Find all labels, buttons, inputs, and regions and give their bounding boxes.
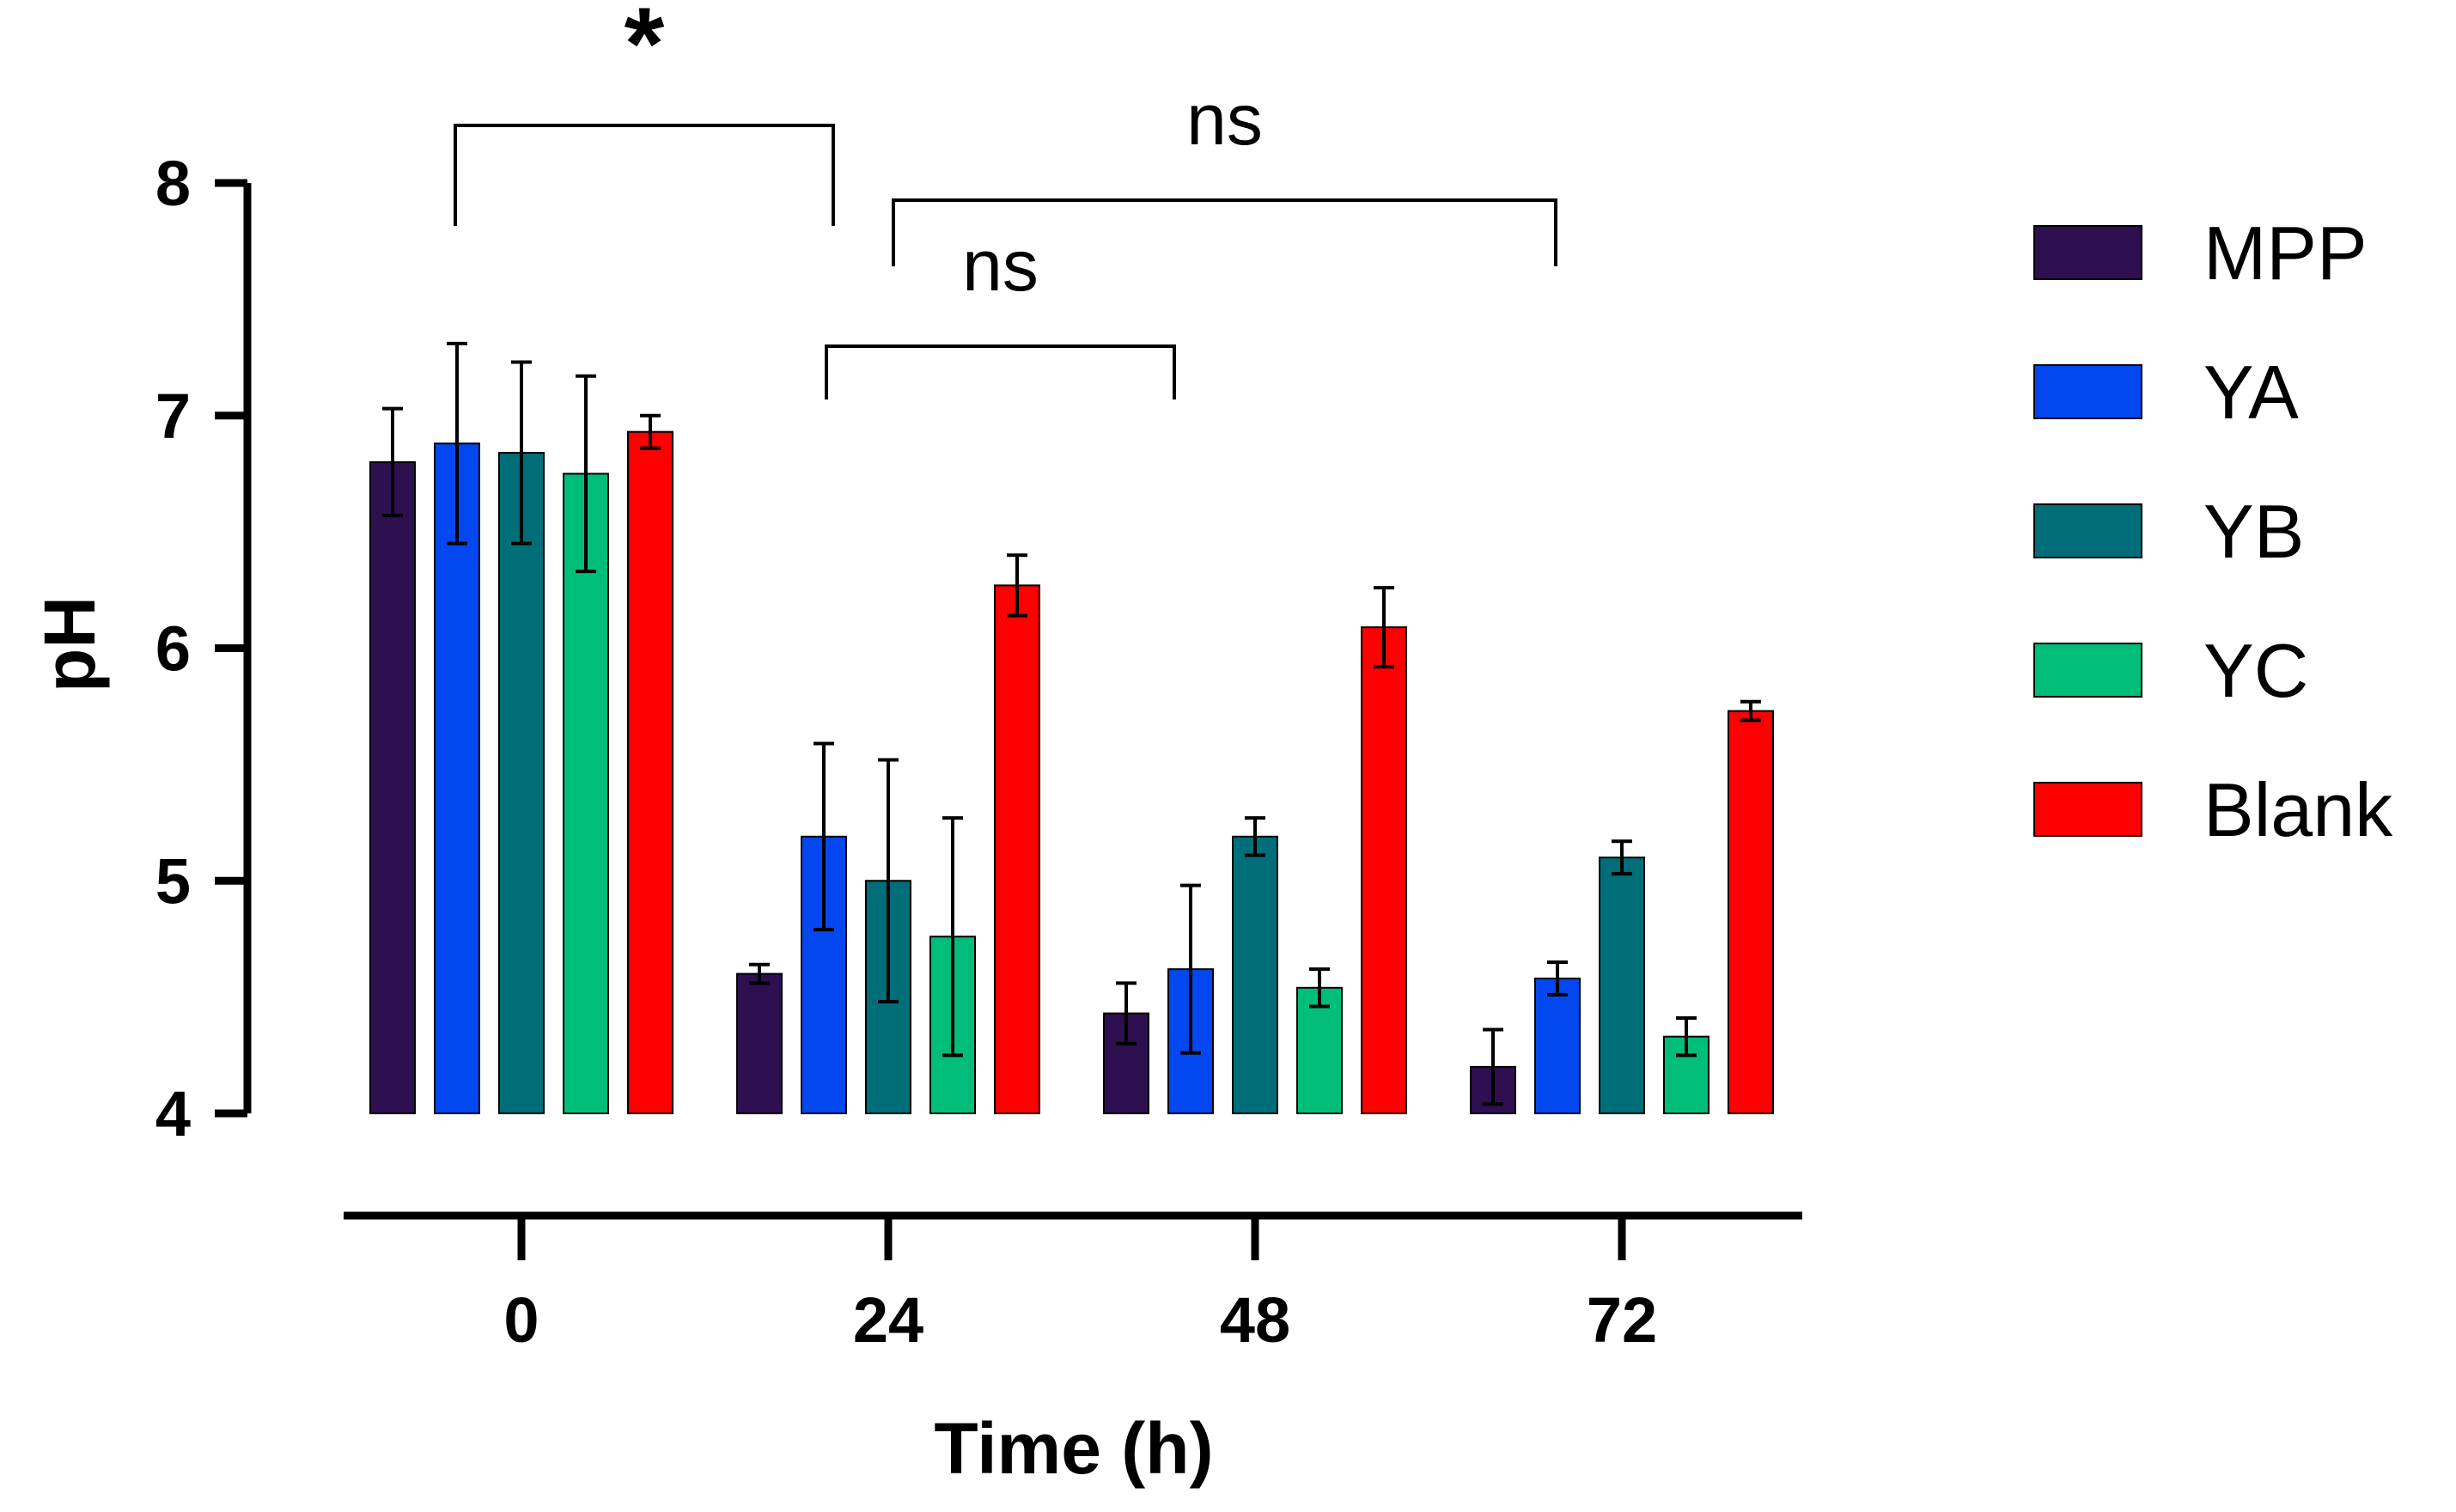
bar-ya-0	[434, 442, 480, 1114]
bar-ya-72	[1534, 977, 1581, 1114]
error-bars-layer	[382, 341, 1761, 1107]
legend-label-yb: YB	[2203, 489, 2304, 574]
significance-label-1: *	[625, 0, 665, 101]
legend-label-ya: YA	[2203, 350, 2299, 435]
y-tick-label-6: 6	[155, 613, 191, 685]
significance-label-2: ns	[1186, 79, 1263, 160]
y-tick-label-7: 7	[155, 381, 191, 452]
y-tick-label-4: 4	[155, 1078, 191, 1149]
y-axis-title: pH	[29, 596, 110, 692]
bar-blank-0	[627, 430, 673, 1114]
legend-swatch-mpp	[2033, 225, 2142, 280]
axes-layer: 4 5 6 7 8 0 24 48 72	[155, 148, 1802, 1356]
legend-swatch-yc	[2033, 643, 2142, 698]
bar-yb-72	[1599, 857, 1645, 1114]
bar-blank-24	[994, 584, 1040, 1114]
legend-label-blank: Blank	[2203, 767, 2393, 852]
bar-yc-0	[563, 472, 609, 1114]
y-tick-label-8: 8	[155, 148, 191, 219]
x-tick-label-48: 48	[1220, 1284, 1290, 1356]
y-tick-label-5: 5	[155, 845, 191, 917]
significance-bracket-2	[892, 198, 1557, 266]
bars-layer	[369, 430, 1774, 1115]
legend-swatch-blank	[2033, 782, 2142, 837]
legend-label-mpp: MPP	[2203, 210, 2368, 296]
bar-yb-48	[1232, 835, 1278, 1114]
x-tick-label-0: 0	[503, 1284, 539, 1356]
legend-swatch-ya	[2033, 364, 2142, 419]
bar-blank-48	[1361, 626, 1407, 1114]
x-tick-label-72: 72	[1587, 1284, 1657, 1356]
significance-layer: * ns ns	[454, 0, 1557, 399]
significance-bracket-1	[454, 124, 835, 226]
legend-label-yc: YC	[2203, 628, 2308, 713]
significance-bracket-3	[825, 344, 1176, 399]
x-tick-label-24: 24	[853, 1284, 923, 1356]
bar-mpp-24	[736, 972, 783, 1115]
significance-label-3: ns	[962, 225, 1039, 306]
bar-mpp-0	[369, 460, 416, 1114]
x-axis-title: Time (h)	[934, 1408, 1213, 1489]
bar-yb-0	[498, 452, 545, 1114]
legend-swatch-yb	[2033, 503, 2142, 558]
bar-blank-72	[1728, 710, 1774, 1114]
legend: MPP YA YB YC Blank	[2033, 210, 2393, 852]
bar-yc-48	[1296, 986, 1343, 1115]
